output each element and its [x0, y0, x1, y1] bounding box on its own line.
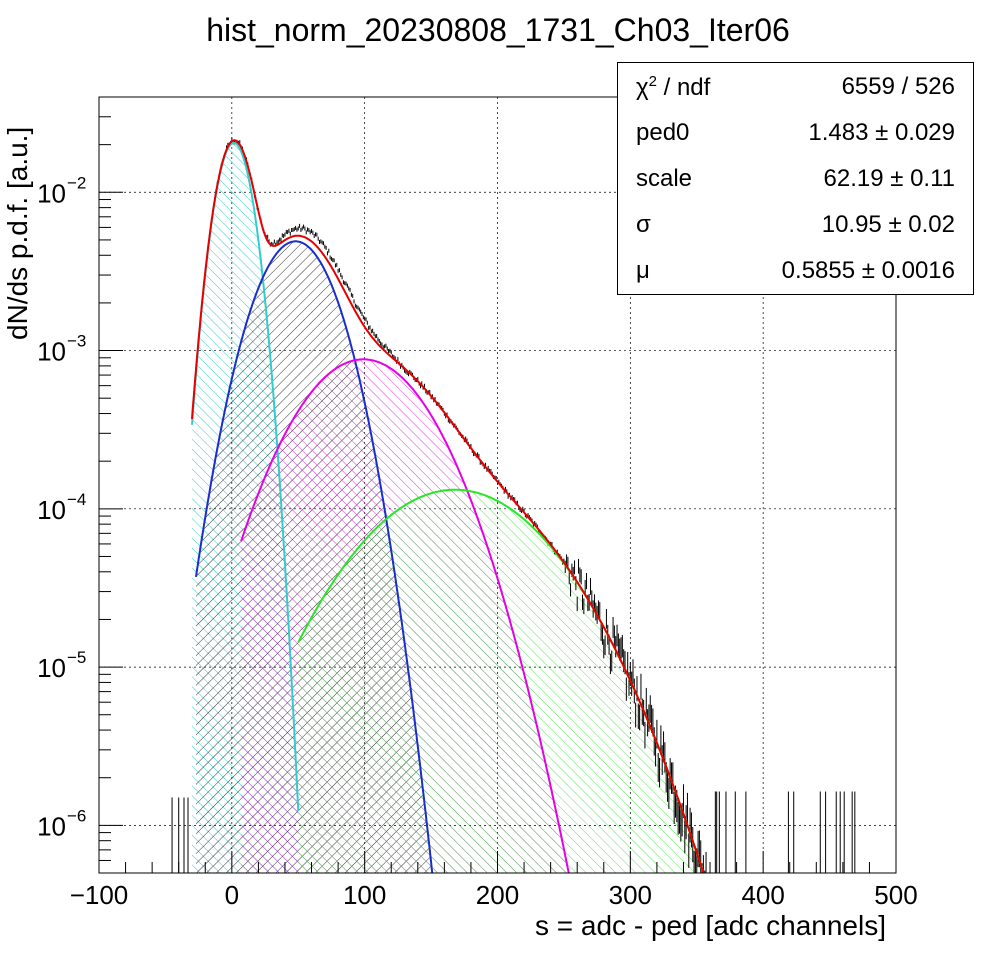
y-axis-label: dN/ds p.d.f. [a.u.]	[2, 126, 33, 340]
component-fill-green	[298, 489, 704, 873]
y-tick-exponent: −5	[67, 648, 86, 667]
stat-value: 62.19 ± 0.11	[823, 165, 956, 192]
component-curve-black	[195, 240, 434, 873]
stat-label: ped0	[636, 119, 690, 146]
y-tick-exponent: −6	[67, 806, 86, 825]
stat-row-sigma: σ 10.95 ± 0.02	[618, 201, 975, 247]
x-tick-label: 300	[609, 880, 652, 910]
stat-label: σ	[636, 211, 651, 238]
stat-label: χ2 / ndf	[636, 73, 711, 101]
x-tick-label: 400	[741, 880, 784, 910]
stat-row-ped0: ped0 1.483 ± 0.029	[618, 109, 975, 155]
x-tick-label: 0	[225, 880, 239, 910]
component-fills	[192, 142, 704, 873]
y-tick-exponent: −3	[67, 332, 86, 351]
stat-value: 1.483 ± 0.029	[808, 119, 955, 146]
y-tick-label: 10	[37, 811, 66, 841]
stat-value: 0.5855 ± 0.0016	[781, 257, 955, 284]
y-tick-label: 10	[37, 653, 66, 683]
fit-curves	[191, 139, 705, 873]
x-tick-label: 100	[343, 880, 386, 910]
fit-stats-box: χ2 / ndf 6559 / 526 ped0 1.483 ± 0.029 s…	[617, 62, 974, 295]
stat-value: 10.95 ± 0.02	[821, 211, 955, 238]
stat-row-scale: scale 62.19 ± 0.11	[618, 155, 975, 201]
stat-label: scale	[636, 165, 693, 192]
chart-title: hist_norm_20230808_1731_Ch03_Iter06	[206, 12, 790, 48]
x-tick-label: −100	[70, 880, 129, 910]
x-axis-label: s = adc - ped [adc channels]	[535, 910, 886, 941]
stat-row-mu: μ 0.5855 ± 0.0016	[618, 247, 975, 293]
y-tick-exponent: −2	[67, 173, 86, 192]
y-tick-label: 10	[37, 178, 66, 208]
component-curve-magenta	[240, 358, 570, 873]
stat-label: μ	[636, 257, 650, 284]
total-fit-curve	[191, 139, 705, 873]
y-tick-label: 10	[37, 495, 66, 525]
x-tick-label: 500	[874, 880, 917, 910]
y-tick-exponent: −4	[67, 490, 86, 509]
x-tick-label: 200	[476, 880, 519, 910]
y-tick-label: 10	[37, 337, 66, 367]
stat-value: 6559 / 526	[841, 73, 955, 100]
stat-row-chi2: χ2 / ndf 6559 / 526	[618, 63, 975, 109]
